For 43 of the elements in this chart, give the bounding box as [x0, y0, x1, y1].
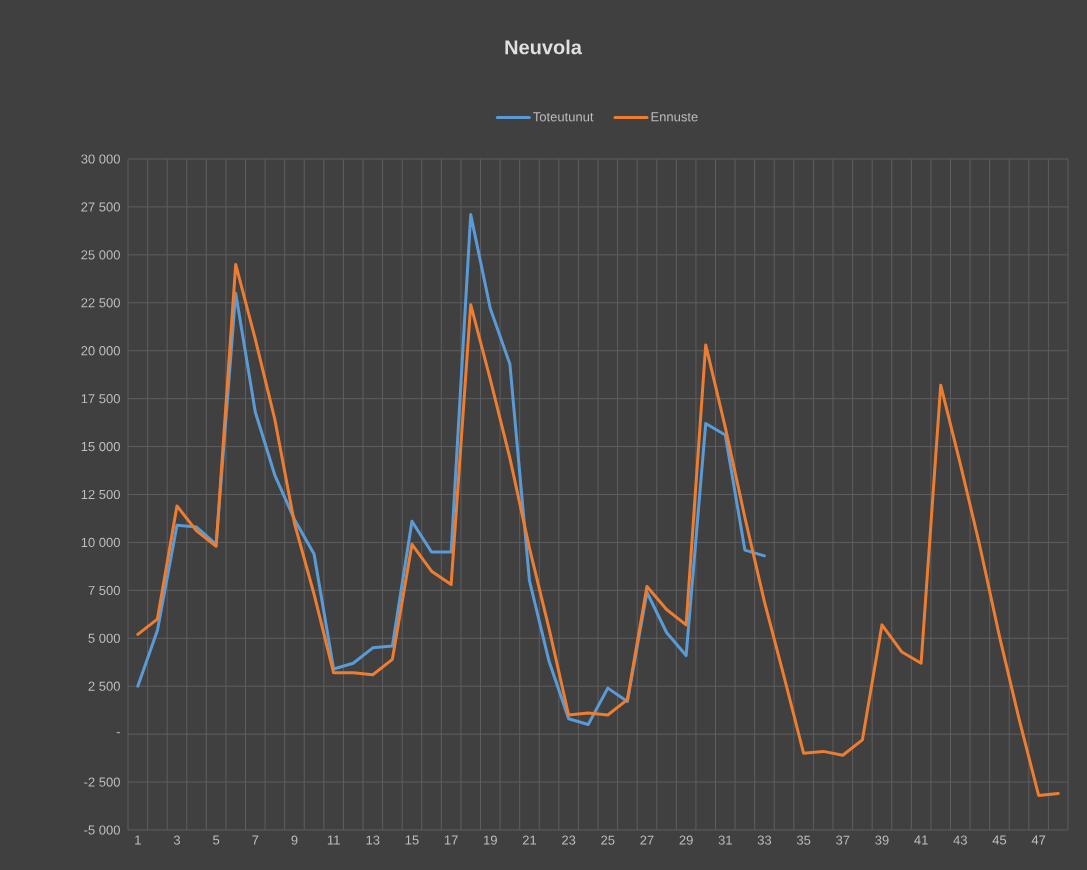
- x-tick-label: 19: [484, 835, 497, 845]
- y-tick-label: -: [116, 732, 120, 734]
- x-tick-label: 9: [291, 835, 298, 845]
- y-tick-label: -5 000: [84, 825, 120, 835]
- x-tick-label: 41: [914, 835, 928, 845]
- x-tick-label: 29: [679, 835, 693, 845]
- y-tick-label: 12 500: [81, 489, 120, 500]
- y-tick-label: 2 500: [88, 681, 120, 691]
- x-tick-label: 3: [173, 835, 181, 845]
- x-tick-label: 43: [953, 835, 967, 845]
- x-tick-label: 45: [992, 835, 1007, 845]
- line-series: [136, 262, 1060, 797]
- x-tick-label: 5: [213, 835, 220, 845]
- x-tick-label: 33: [757, 835, 772, 845]
- x-tick-label: 23: [562, 835, 576, 845]
- x-tick-label: 37: [836, 835, 850, 845]
- x-tick-label: 15: [405, 835, 419, 845]
- x-tick-label: 13: [366, 835, 380, 845]
- legend-label: Ennuste: [651, 112, 698, 122]
- y-tick-label: 22 500: [81, 298, 120, 308]
- x-tick-label: 39: [875, 835, 889, 845]
- x-tick-label: 27: [640, 835, 654, 845]
- x-tick-label: 21: [522, 835, 537, 845]
- y-tick-label: 30 000: [81, 154, 120, 164]
- y-tick-label: 20 000: [81, 346, 120, 356]
- x-tick-label: 1: [135, 835, 141, 845]
- x-tick-label: 35: [796, 835, 811, 845]
- x-tick-label: 25: [601, 835, 615, 845]
- y-tick-label: 5 000: [88, 633, 120, 643]
- x-tick-label: 47: [1031, 835, 1046, 845]
- y-tick-label: 25 000: [81, 250, 120, 260]
- x-tick-label: 31: [718, 835, 732, 845]
- y-tick-label: 15 000: [81, 441, 120, 452]
- x-tick-label: 17: [444, 835, 458, 845]
- legend-label: Toteutunut: [533, 112, 594, 122]
- y-tick-label: 27 500: [81, 202, 120, 212]
- chart-title: Neuvola: [505, 39, 583, 55]
- y-tick-label: 7 500: [88, 585, 120, 595]
- x-tick-label: 11: [327, 835, 340, 845]
- y-tick-label: -2 500: [84, 777, 120, 787]
- y-tick-label: 10 000: [81, 537, 120, 548]
- y-tick-label: 17 500: [81, 394, 120, 404]
- x-tick-label: 7: [252, 835, 259, 845]
